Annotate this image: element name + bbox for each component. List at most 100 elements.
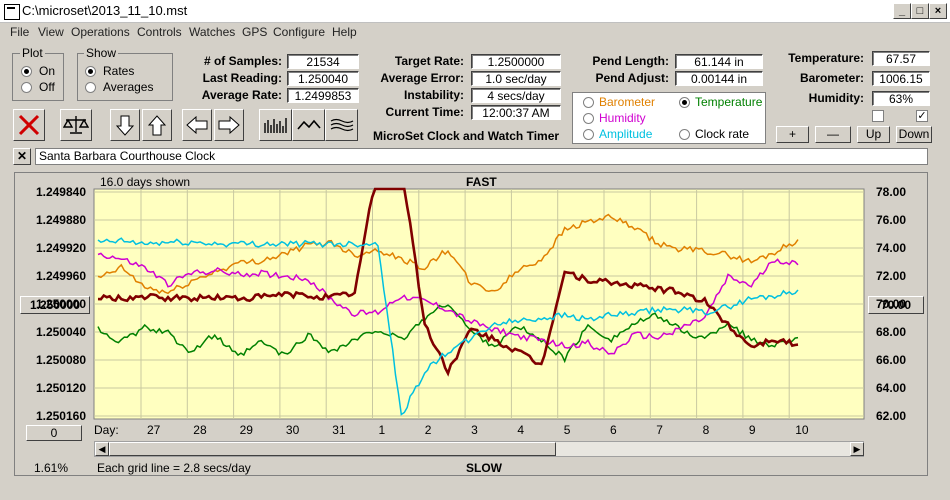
arrow-left-icon <box>186 116 208 134</box>
show-rates-radio[interactable] <box>85 66 96 77</box>
barometer-field: 1006.15 <box>872 71 930 86</box>
left-tick-label: 1.250120 <box>36 381 86 395</box>
bar-plot-icon <box>263 118 287 133</box>
x-mark-icon <box>18 114 40 136</box>
x-tick-label: 3 <box>471 423 478 437</box>
menu-configure[interactable]: Configure <box>273 25 326 39</box>
samples-field: 21534 <box>287 54 359 69</box>
slow-label: SLOW <box>466 461 502 475</box>
barometer-label: Barometer: <box>799 71 864 85</box>
left-arrow-button[interactable] <box>182 109 212 141</box>
right-tick-label: 76.00 <box>876 213 906 227</box>
plot-off-radio[interactable] <box>21 82 32 93</box>
scroll-right-icon[interactable]: ▶ <box>850 442 864 456</box>
scroll-thumb[interactable] <box>109 442 556 456</box>
right-tick-label: 66.00 <box>876 353 906 367</box>
clock-rate-radio[interactable] <box>679 129 690 140</box>
left-tick-label: 1.249920 <box>36 241 86 255</box>
temperature-radio[interactable] <box>679 97 690 108</box>
close-clock-button[interactable]: ✕ <box>13 148 31 165</box>
target-rate-label: Target Rate: <box>394 54 464 68</box>
current-time-label: Current Time: <box>385 105 464 119</box>
menu-view[interactable]: View <box>38 25 64 39</box>
horizontal-scrollbar[interactable]: ◀ ▶ <box>94 441 864 457</box>
menu-watches[interactable]: Watches <box>189 25 236 39</box>
series-amplitude <box>97 237 799 416</box>
temperature-field: 67.57 <box>872 51 930 66</box>
up-arrow-button[interactable] <box>142 109 172 141</box>
show-averages-label: Averages <box>103 80 154 94</box>
menu-help[interactable]: Help <box>332 25 357 39</box>
plot-on-radio[interactable] <box>21 66 32 77</box>
right-arrow-button[interactable] <box>214 109 244 141</box>
temperature-option: Temperature <box>695 95 763 109</box>
window-title: C:\microset\2013_11_10.mst <box>22 3 188 18</box>
x-tick-label: 8 <box>703 423 710 437</box>
days-shown-label: 16.0 days shown <box>100 175 191 189</box>
right-value-button[interactable]: 70.00 <box>868 296 924 314</box>
barometer-radio[interactable] <box>583 97 594 108</box>
series-temperature <box>97 304 799 364</box>
x-tick-label: 27 <box>147 423 161 437</box>
arrow-up-icon <box>148 115 166 136</box>
left-tick-label: 1.250040 <box>36 325 86 339</box>
down-button[interactable]: Down <box>896 126 932 143</box>
clear-button[interactable] <box>13 109 45 141</box>
samples-label: # of Samples: <box>203 54 282 68</box>
x-tick-label: 7 <box>656 423 663 437</box>
left-value-button[interactable]: 1.250000 <box>20 296 90 314</box>
plot-on-label: On <box>39 64 56 78</box>
humidity-radio[interactable] <box>583 113 594 124</box>
pend-adjust-field: 0.00144 in <box>675 71 763 86</box>
up-button[interactable]: Up <box>857 126 890 143</box>
raw-plot-button[interactable] <box>259 109 292 141</box>
balance-button[interactable] <box>60 109 92 141</box>
plus-button[interactable]: + <box>776 126 809 143</box>
minus-button[interactable]: — <box>815 126 851 143</box>
fast-label: FAST <box>466 175 497 189</box>
line-plot-button[interactable] <box>292 109 325 141</box>
right-tick-label: 70.00 <box>876 297 906 311</box>
x-tick-label: 29 <box>240 423 254 437</box>
grid-note: Each grid line = 2.8 secs/day <box>97 461 251 475</box>
x-tick-label: 28 <box>193 423 207 437</box>
show-group <box>77 53 173 101</box>
scroll-value-button[interactable]: 0 <box>26 425 82 441</box>
axis-selector-group <box>572 92 766 144</box>
menu-gps[interactable]: GPS <box>242 25 268 39</box>
right-tick-label: 72.00 <box>876 269 906 283</box>
average-error-label: Average Error: <box>380 71 464 85</box>
x-tick-label: 1 <box>379 423 386 437</box>
smooth-plot-button[interactable] <box>325 109 358 141</box>
humidity-option: Humidity <box>599 111 646 125</box>
scroll-left-icon[interactable]: ◀ <box>95 442 109 456</box>
pend-adjust-label: Pend Adjust: <box>595 71 669 85</box>
left-tick-label: 1.249960 <box>36 269 86 283</box>
close-icon[interactable]: × <box>929 3 947 19</box>
checkbox-right-checked[interactable]: ✓ <box>916 110 928 122</box>
menu-operations[interactable]: Operations <box>71 25 130 39</box>
arrow-down-icon <box>116 115 134 136</box>
checkbox-left[interactable] <box>872 110 884 122</box>
menu-controls[interactable]: Controls <box>137 25 182 39</box>
clock-name-field[interactable]: Santa Barbara Courthouse Clock <box>35 148 928 165</box>
app-caption: MicroSet Clock and Watch Timer <box>373 129 560 143</box>
amplitude-radio[interactable] <box>583 129 594 140</box>
menu-file[interactable]: File <box>10 25 30 39</box>
minimize-icon[interactable]: _ <box>893 3 911 19</box>
left-tick-label: 1.249880 <box>36 213 86 227</box>
down-arrow-button[interactable] <box>110 109 140 141</box>
right-tick-label: 68.00 <box>876 325 906 339</box>
clock-rate-option: Clock rate <box>695 127 750 141</box>
maximize-icon[interactable]: □ <box>911 3 929 19</box>
instability-label: Instability: <box>403 88 464 102</box>
pend-length-field: 61.144 in <box>675 54 763 69</box>
plot-group-label: Plot <box>20 46 45 60</box>
show-averages-radio[interactable] <box>85 82 96 93</box>
percent-label: 1.61% <box>34 461 69 475</box>
instability-field: 4 secs/day <box>471 88 561 103</box>
x-tick-label: 30 <box>286 423 300 437</box>
pend-length-label: Pend Length: <box>592 54 669 68</box>
left-tick-label: 1.249840 <box>36 185 86 199</box>
x-tick-label: 31 <box>332 423 346 437</box>
